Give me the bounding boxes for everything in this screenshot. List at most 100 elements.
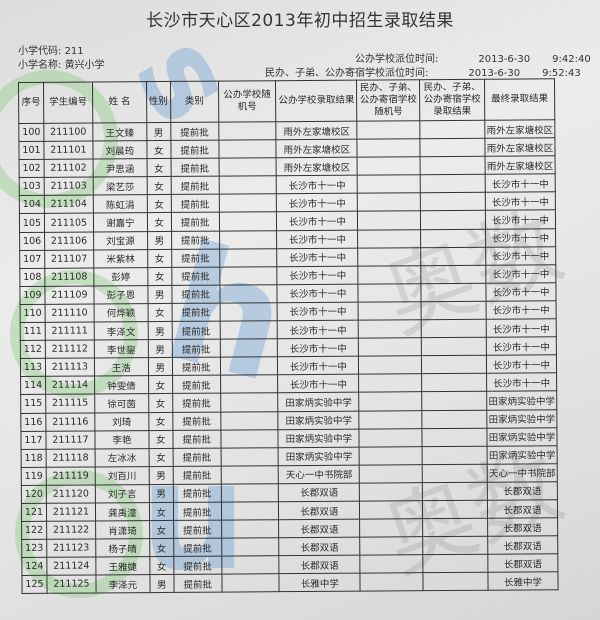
table-cell: 田家炳实验中学	[278, 410, 360, 430]
table-cell: 提前批	[173, 520, 222, 539]
table-cell	[360, 554, 424, 574]
table-cell: 211106	[44, 231, 94, 250]
table-cell: 女	[146, 158, 171, 177]
public-date: 2013-6-30	[478, 54, 531, 65]
table-cell	[359, 410, 423, 429]
table-cell	[421, 373, 487, 393]
table-cell: 提前批	[171, 303, 220, 322]
table-cell	[357, 174, 421, 194]
table-cell: 211101	[43, 141, 93, 160]
private-date: 2013-6-30	[468, 68, 521, 79]
table-cell: 田家炳实验中学	[487, 445, 558, 465]
table-cell	[422, 482, 488, 501]
table-cell: 提前批	[172, 411, 221, 431]
table-cell	[359, 500, 423, 520]
table-cell: 121	[21, 503, 47, 522]
table-cell: 122	[21, 521, 47, 540]
table-cell: 雨外左家塘校区	[276, 121, 358, 140]
table-cell: 211119	[46, 466, 96, 486]
table-cell	[420, 264, 486, 284]
table-cell: 女	[149, 520, 174, 539]
table-cell: 长沙市十一中	[485, 192, 556, 211]
private-allocation-time: 民办、子弟、公办寄宿学校派位时间: 2013-6-30 9:52:43	[265, 64, 581, 79]
table-cell	[420, 138, 485, 157]
table-cell: 刘百川	[95, 466, 150, 485]
table-cell: 长郡双语	[487, 517, 558, 537]
table-cell: 女	[148, 448, 173, 467]
table-cell: 107	[19, 249, 45, 269]
table-cell	[220, 375, 279, 394]
table-cell	[360, 536, 423, 556]
table-cell: 王文臻	[92, 122, 147, 142]
table-cell: 长沙市十一中	[485, 282, 557, 302]
table-cell: 101	[18, 141, 45, 160]
table-cell	[422, 518, 488, 537]
table-cell: 男	[148, 357, 173, 376]
table-cell: 刘宝源	[93, 231, 148, 250]
table-cell: 雨外左家塘校区	[276, 157, 358, 176]
table-cell: 211115	[45, 394, 95, 413]
table-cell: 124	[21, 557, 47, 576]
table-cell: 长沙市十一中	[277, 283, 359, 303]
table-cell	[419, 120, 485, 139]
table-cell	[357, 156, 421, 176]
table-cell: 211113	[45, 358, 95, 377]
table-cell	[359, 518, 423, 538]
table-cell: 100	[18, 123, 44, 142]
table-cell: 雨外左家塘校区	[484, 119, 555, 139]
column-header: 最终录取结果	[484, 78, 555, 121]
table-cell: 提前批	[171, 284, 220, 304]
table-cell: 提前批	[171, 266, 220, 286]
table-cell: 男	[149, 484, 174, 503]
table-cell: 长沙市十一中	[277, 374, 360, 394]
table-cell: 211112	[45, 340, 95, 359]
table-cell: 天心一中书院部	[278, 464, 360, 484]
table-cell	[219, 338, 278, 358]
table-cell	[422, 464, 488, 483]
table-cell: 提前批	[173, 574, 222, 593]
table-cell	[421, 337, 487, 356]
table-cell: 雨外左家塘校区	[484, 155, 556, 175]
table-cell: 提前批	[171, 230, 220, 250]
column-header: 民办、子弟、公办寄宿学校录取结果	[419, 79, 485, 121]
school-code-label: 小学代码:	[18, 46, 62, 57]
table-cell: 211121	[46, 502, 96, 522]
table-cell: 211103	[44, 177, 94, 196]
table-cell: 男	[146, 122, 171, 141]
table-cell: 提前批	[172, 339, 221, 358]
table-cell: 125	[21, 575, 48, 594]
table-cell: 男	[149, 574, 174, 594]
table-cell	[421, 301, 487, 320]
table-cell: 提前批	[170, 122, 219, 141]
table-cell	[422, 427, 488, 447]
table-cell: 提前批	[172, 357, 221, 376]
table-cell: 108	[19, 268, 45, 287]
table-cell: 211104	[44, 195, 94, 214]
table-cell: 李泽文	[94, 321, 149, 341]
table-cell: 田家炳实验中学	[486, 427, 558, 446]
public-time: 9:42:40	[552, 54, 591, 65]
table-cell: 女	[149, 502, 174, 521]
table-cell: 女	[149, 556, 174, 575]
table-cell: 长沙市十一中	[486, 336, 557, 356]
table-cell: 116	[20, 412, 46, 432]
table-cell	[420, 174, 486, 194]
table-cell: 提前批	[170, 176, 219, 195]
table-cell: 长沙市十一中	[485, 300, 557, 320]
table-cell: 长沙市十一中	[277, 265, 359, 285]
document-title: 长沙市天心区2013年初中招生录取结果	[146, 11, 454, 31]
table-cell: 211107	[44, 249, 94, 269]
table-cell: 长郡双语	[278, 501, 360, 520]
table-cell	[422, 536, 488, 555]
table-cell	[357, 229, 421, 248]
table-cell	[420, 228, 486, 248]
column-header: 性别	[146, 81, 171, 123]
table-cell	[221, 519, 280, 539]
table-cell	[357, 211, 421, 230]
table-cell	[220, 465, 279, 484]
private-time-label: 民办、子弟、公办寄宿学校派位时间:	[265, 68, 429, 79]
table-cell: 女	[147, 303, 172, 322]
table-cell: 男	[148, 466, 174, 485]
table-cell: 113	[20, 358, 46, 377]
table-cell: 109	[19, 286, 46, 305]
